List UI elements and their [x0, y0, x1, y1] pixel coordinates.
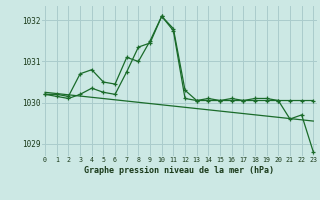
X-axis label: Graphe pression niveau de la mer (hPa): Graphe pression niveau de la mer (hPa) [84, 166, 274, 175]
